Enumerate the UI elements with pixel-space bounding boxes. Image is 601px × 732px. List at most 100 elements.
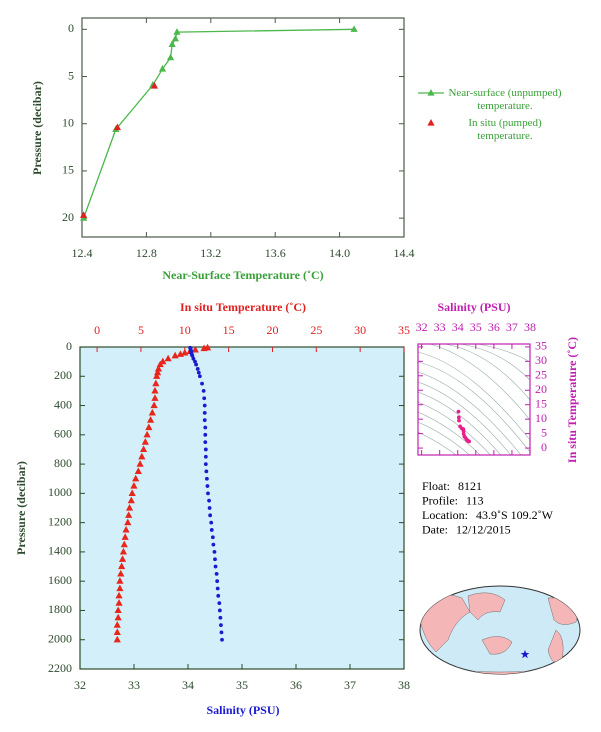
- plot-frame: [417, 343, 531, 456]
- data-point: [205, 484, 210, 488]
- data-point: [213, 557, 217, 562]
- x-tick-label: 38: [398, 678, 410, 692]
- data-point: [158, 64, 167, 72]
- x-tick-label: 35: [470, 320, 482, 334]
- data-point: [201, 389, 206, 393]
- info-value: 12/12/2015: [456, 522, 511, 536]
- y-tick-label: 5: [541, 425, 547, 439]
- y-tick-label: 10: [535, 411, 547, 425]
- y-tick-label: 1200: [48, 514, 72, 528]
- x2-tick-label: 10: [179, 323, 191, 337]
- x2-tick-label: 25: [310, 323, 322, 337]
- ts-x-label: Salinity (PSU): [437, 300, 510, 314]
- y-tick-label: 20: [535, 382, 547, 396]
- x-tick-label: 13.2: [200, 246, 221, 260]
- data-point: [215, 586, 220, 591]
- data-point: [203, 425, 208, 430]
- info-label: Float:: [422, 479, 450, 493]
- data-point: [114, 613, 122, 621]
- data-point: [219, 623, 223, 627]
- x-tick-label: 33: [128, 678, 140, 692]
- data-point: [113, 621, 121, 628]
- data-point: [134, 467, 142, 475]
- data-point: [118, 555, 127, 562]
- data-point: [113, 628, 121, 636]
- x-tick-label: 37: [344, 678, 356, 692]
- data-point: [166, 53, 175, 61]
- data-point: [146, 416, 155, 423]
- data-point: [457, 418, 461, 423]
- data-point: [467, 439, 472, 444]
- data-point: [116, 577, 124, 584]
- x2-tick-label: 5: [138, 323, 144, 337]
- data-point: [138, 452, 146, 460]
- data-point: [190, 353, 195, 358]
- data-point: [213, 564, 218, 569]
- data-point: [181, 348, 189, 356]
- data-point: [195, 367, 200, 371]
- y-tick-label: 2200: [48, 661, 72, 675]
- data-point: [217, 608, 222, 613]
- x-axis-label: Near-Surface Temperature (˚C): [162, 268, 323, 282]
- data-point: [125, 504, 134, 511]
- data-point: [116, 584, 124, 592]
- info-label: Date:: [422, 522, 448, 536]
- info-label: Profile:: [422, 493, 458, 507]
- x2-tick-label: 0: [94, 323, 100, 337]
- data-point: [191, 356, 196, 361]
- data-point: [203, 454, 208, 459]
- data-point: [168, 40, 176, 48]
- data-point: [117, 569, 125, 577]
- x-tick-label: 32: [74, 678, 86, 692]
- y-tick-label: 25: [535, 368, 547, 382]
- data-point: [210, 535, 215, 540]
- y-tick-label: 15: [535, 396, 547, 410]
- y-axis-label: Pressure (decibar): [14, 461, 28, 555]
- data-point: [151, 394, 159, 401]
- x-tick-label: 32: [416, 320, 428, 334]
- data-point: [141, 438, 149, 445]
- data-point: [461, 429, 466, 433]
- y-tick-label: 1400: [48, 544, 72, 558]
- x2-axis-label: In situ Temperature (˚C): [180, 300, 306, 314]
- x-tick-label: 33: [434, 320, 446, 334]
- data-point: [150, 401, 158, 409]
- x-tick-label: 36: [290, 678, 302, 692]
- x-tick-label: 37: [506, 320, 518, 334]
- ts-background: [418, 344, 530, 455]
- x-tick-label: 34: [452, 320, 464, 334]
- data-point: [202, 396, 207, 401]
- data-point: [207, 506, 212, 510]
- data-point: [202, 410, 207, 415]
- data-point: [208, 513, 213, 518]
- data-point: [207, 498, 211, 503]
- data-point: [200, 344, 208, 352]
- y-tick-label: 0: [68, 21, 74, 35]
- data-point: [152, 379, 160, 387]
- data-point: [153, 372, 161, 379]
- info-value: 113: [466, 493, 484, 507]
- x-axis-label: Salinity (PSU): [206, 703, 279, 717]
- location-map: [419, 585, 581, 675]
- x2-tick-label: 15: [223, 323, 235, 337]
- data-point: [214, 571, 219, 576]
- data-point: [209, 520, 214, 525]
- y-tick-label: 1000: [48, 485, 72, 499]
- data-point: [132, 474, 140, 482]
- data-point: [139, 445, 148, 453]
- y-tick-label: 35: [535, 339, 547, 353]
- y-tick-label: 5: [68, 68, 74, 82]
- x-tick-label: 35: [236, 678, 248, 692]
- data-point: [176, 350, 185, 357]
- ts-y-label: In situ Temperature (˚C): [565, 337, 579, 463]
- data-point: [456, 415, 461, 420]
- y-tick-label: 400: [54, 397, 72, 411]
- data-point: [205, 476, 209, 481]
- x-tick-label: 12.8: [136, 246, 157, 260]
- data-point: [203, 440, 208, 445]
- y-tick-label: 800: [54, 456, 72, 470]
- data-point: [456, 409, 461, 414]
- data-point: [204, 469, 209, 474]
